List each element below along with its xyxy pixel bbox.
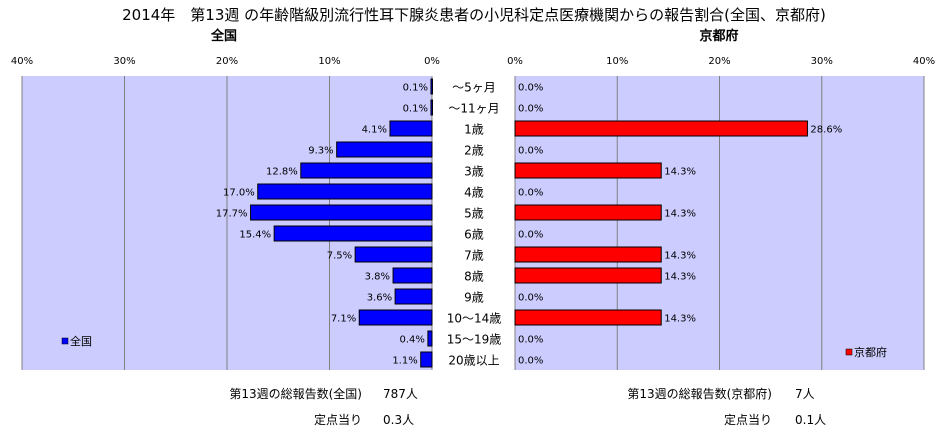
kyoto-data-label: 0.0% bbox=[518, 146, 543, 157]
national-bar bbox=[250, 204, 433, 221]
national-legend-swatch bbox=[61, 337, 69, 345]
kyoto-data-label: 14.3% bbox=[664, 251, 696, 262]
national-data-label: 3.6% bbox=[367, 293, 392, 304]
kyoto-tick-label: 30% bbox=[811, 56, 833, 67]
category-label: 2歳 bbox=[464, 144, 484, 158]
kyoto-tick-label: 40% bbox=[913, 56, 935, 67]
kyoto-data-label: 0.0% bbox=[518, 188, 543, 199]
kyoto-per-label: 定点当り bbox=[724, 412, 772, 427]
kyoto-legend-swatch bbox=[845, 348, 853, 356]
kyoto-per-value: 0.1人 bbox=[795, 413, 826, 427]
kyoto-tick-label: 0% bbox=[507, 56, 523, 67]
category-label: 3歳 bbox=[464, 165, 484, 179]
kyoto-subtitle: 京都府 bbox=[699, 28, 738, 44]
kyoto-data-label: 0.0% bbox=[518, 104, 543, 115]
category-label: 9歳 bbox=[464, 291, 484, 305]
national-legend-label: 全国 bbox=[70, 334, 92, 348]
category-label: 8歳 bbox=[464, 270, 484, 284]
chart-title: 2014年 第13週 の年齢階級別流行性耳下腺炎患者の小児科定点医療機関からの報… bbox=[122, 6, 826, 24]
kyoto-bar bbox=[514, 204, 662, 221]
category-label: ～11ヶ月 bbox=[448, 102, 499, 116]
kyoto-total-value: 7人 bbox=[795, 387, 815, 401]
kyoto-tick-label: 20% bbox=[708, 56, 730, 67]
national-data-label: 0.1% bbox=[403, 83, 428, 94]
category-label: ～5ヶ月 bbox=[452, 81, 496, 95]
national-data-label: 1.1% bbox=[392, 356, 417, 367]
national-bar bbox=[394, 288, 433, 305]
category-label: 20歳以上 bbox=[448, 354, 499, 368]
national-total-label: 第13週の総報告数(全国) bbox=[229, 386, 362, 401]
category-label: 6歳 bbox=[464, 228, 484, 242]
national-data-label: 17.0% bbox=[223, 188, 255, 199]
category-label: 7歳 bbox=[464, 249, 484, 263]
national-tick-label: 40% bbox=[11, 56, 33, 67]
kyoto-bar bbox=[514, 246, 662, 263]
kyoto-data-label: 28.6% bbox=[810, 125, 842, 136]
kyoto-data-label: 14.3% bbox=[664, 272, 696, 283]
kyoto-bar bbox=[514, 267, 662, 284]
kyoto-legend-label: 京都府 bbox=[854, 345, 887, 359]
category-label: 4歳 bbox=[464, 186, 484, 200]
kyoto-data-label: 14.3% bbox=[664, 314, 696, 325]
national-data-label: 3.8% bbox=[365, 272, 390, 283]
kyoto-legend: 京都府 bbox=[845, 345, 887, 359]
category-label: 15～19歳 bbox=[447, 333, 502, 347]
national-bar bbox=[257, 183, 433, 200]
national-bar bbox=[392, 267, 433, 284]
kyoto-bar bbox=[514, 309, 662, 326]
national-data-label: 12.8% bbox=[266, 167, 298, 178]
kyoto-data-label: 14.3% bbox=[664, 167, 696, 178]
category-label: 10～14歳 bbox=[447, 312, 502, 326]
national-data-label: 17.7% bbox=[216, 209, 248, 220]
national-bar bbox=[354, 246, 433, 263]
national-bar bbox=[420, 351, 433, 368]
national-bar bbox=[430, 99, 433, 116]
national-per-value: 0.3人 bbox=[383, 413, 414, 427]
national-tick-label: 0% bbox=[424, 56, 440, 67]
kyoto-data-label: 0.0% bbox=[518, 83, 543, 94]
national-bar bbox=[389, 120, 433, 137]
national-tick-label: 20% bbox=[216, 56, 238, 67]
national-data-label: 9.3% bbox=[308, 146, 333, 157]
kyoto-chart: 0% 10% 20% 30% 40% 0.0% 0.0% 28.6% 0.0% 14.3% 0.0%… bbox=[507, 56, 935, 370]
category-labels: ～5ヶ月 ～11ヶ月 1歳 2歳 3歳 4歳 5歳 6歳 7歳 8歳 9歳 10～14歳 15～19歳 2… bbox=[447, 81, 502, 368]
kyoto-data-label: 0.0% bbox=[518, 230, 543, 241]
national-data-label: 0.4% bbox=[399, 335, 424, 346]
national-data-label: 7.1% bbox=[331, 314, 356, 325]
national-total-value: 787人 bbox=[383, 387, 418, 401]
national-tick-label: 10% bbox=[318, 56, 340, 67]
national-data-label: 7.5% bbox=[327, 251, 352, 262]
national-data-label: 15.4% bbox=[239, 230, 271, 241]
national-chart: 40% 30% 20% 10% 0% 0.1% 0.1% 4.1% 9.3% 12.8% 17.0%… bbox=[11, 56, 440, 370]
national-tick-label: 30% bbox=[113, 56, 135, 67]
national-bar bbox=[427, 330, 433, 347]
national-bar bbox=[300, 162, 433, 179]
national-subtitle: 全国 bbox=[210, 28, 237, 44]
category-label: 5歳 bbox=[464, 207, 484, 221]
kyoto-data-label: 0.0% bbox=[518, 293, 543, 304]
national-data-label: 4.1% bbox=[362, 125, 387, 136]
national-legend: 全国 bbox=[61, 334, 92, 348]
national-bar bbox=[273, 225, 433, 242]
kyoto-bar bbox=[514, 162, 662, 179]
national-bar bbox=[430, 78, 433, 95]
kyoto-data-label: 0.0% bbox=[518, 335, 543, 346]
kyoto-data-label: 14.3% bbox=[664, 209, 696, 220]
national-per-label: 定点当り bbox=[314, 412, 362, 427]
national-bar bbox=[336, 141, 433, 158]
kyoto-tick-label: 10% bbox=[606, 56, 628, 67]
kyoto-bar bbox=[514, 120, 808, 137]
national-bar bbox=[358, 309, 433, 326]
category-label: 1歳 bbox=[464, 123, 484, 137]
kyoto-data-label: 0.0% bbox=[518, 356, 543, 367]
national-data-label: 0.1% bbox=[403, 104, 428, 115]
kyoto-total-label: 第13週の総報告数(京都府) bbox=[627, 386, 772, 401]
